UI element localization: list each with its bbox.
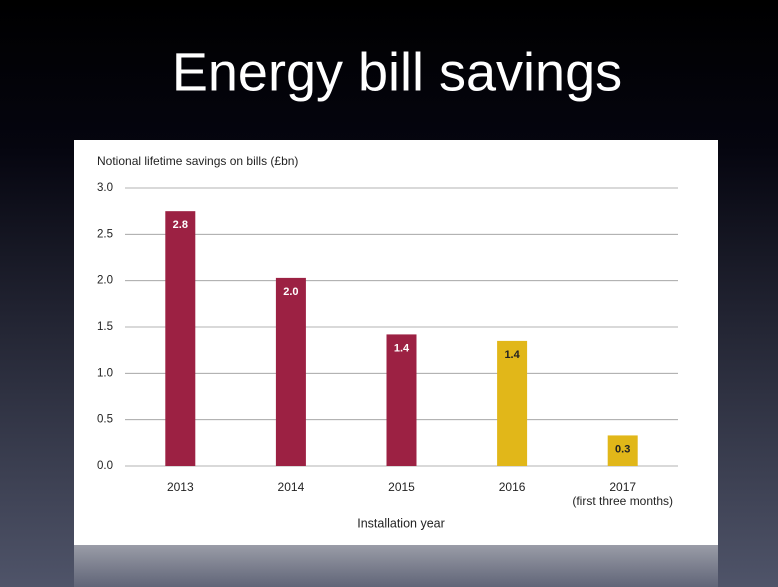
y-tick-label: 1.5 — [97, 321, 113, 333]
y-axis-title: Notional lifetime savings on bills (£bn) — [97, 154, 298, 168]
y-tick-label: 3.0 — [97, 182, 113, 194]
value-label: 2.8 — [173, 219, 188, 231]
x-tick-label: 2017 — [609, 480, 636, 494]
reflection — [74, 545, 718, 587]
y-tick-label: 2.0 — [97, 275, 113, 287]
bar — [386, 334, 417, 466]
slide-title: Energy bill savings — [172, 42, 622, 102]
x-tick-label: 2013 — [167, 480, 194, 494]
bar — [165, 211, 196, 466]
y-tick-label: 2.5 — [97, 228, 113, 240]
x-tick-label: 2015 — [388, 480, 415, 494]
value-label: 1.4 — [394, 342, 410, 354]
bar — [607, 435, 638, 466]
x-tick-label: 2014 — [278, 480, 305, 494]
y-tick-label: 1.0 — [97, 367, 113, 379]
x-axis-title: Installation year — [357, 516, 445, 530]
y-tick-label: 0.0 — [97, 460, 113, 472]
value-label: 2.0 — [283, 286, 298, 298]
x-tick-label: 2016 — [499, 480, 526, 494]
value-label: 1.4 — [504, 349, 520, 361]
bar — [497, 340, 528, 466]
bar — [275, 277, 306, 466]
value-label: 0.3 — [615, 443, 630, 455]
x-tick-sublabel: (first three months) — [572, 494, 673, 508]
plot: 0.0 0.5 1.0 1.5 2.0 2.5 3.0 2.8 2013 2.0 2014 1.4 20… — [97, 182, 678, 508]
y-tick-label: 0.5 — [97, 414, 113, 426]
